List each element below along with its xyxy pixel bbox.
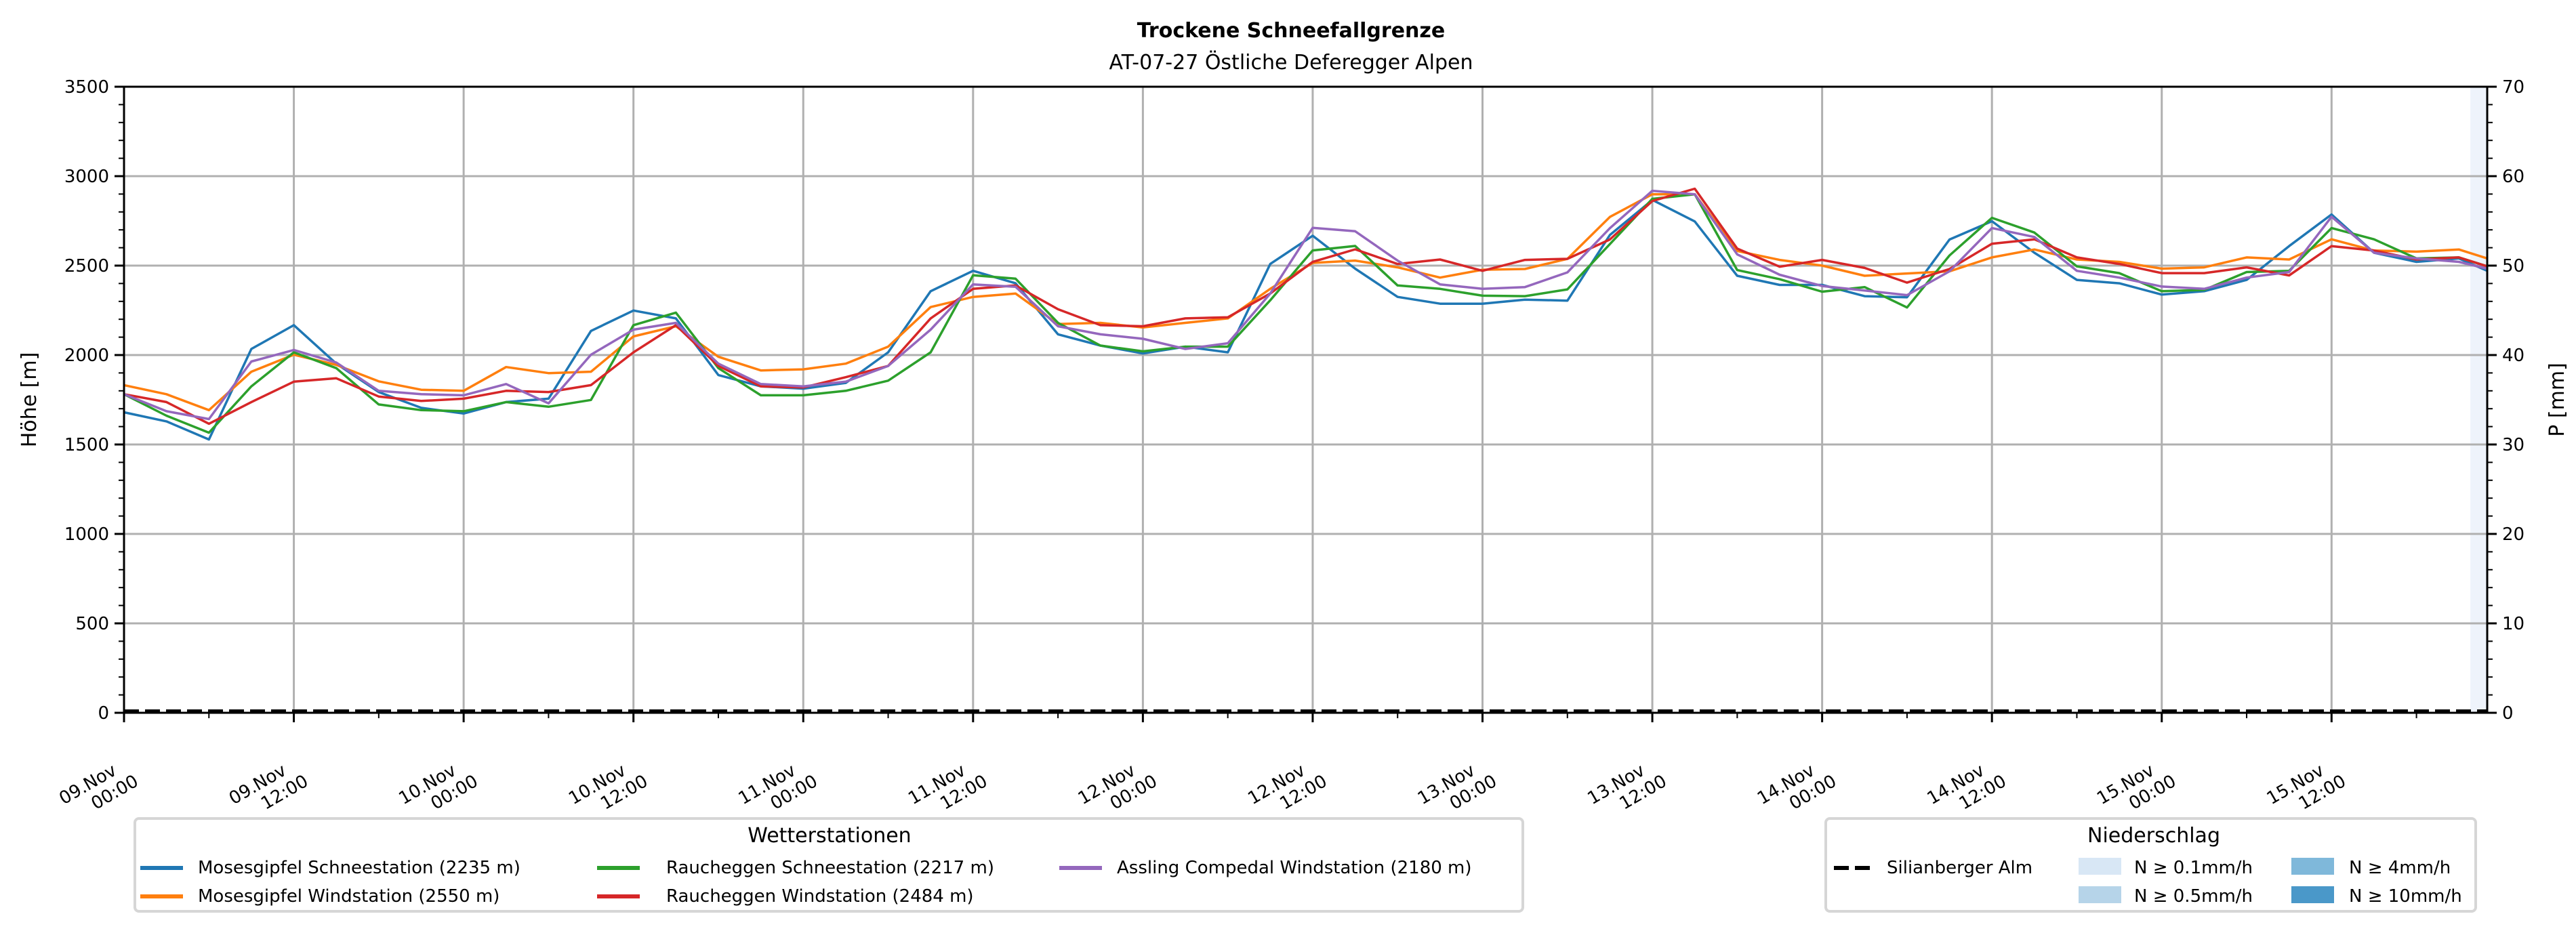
grid-lines [123, 85, 2487, 714]
y-right-tick-label: 40 [2502, 346, 2524, 366]
y-tick-label: 0 [98, 703, 109, 724]
legend-stations-title: Wetterstationen [748, 824, 912, 848]
series-line-0 [123, 199, 2488, 441]
axes [115, 85, 2497, 722]
legend-patch-10 [2291, 886, 2334, 903]
y-tick-label: 3000 [64, 167, 109, 187]
legend-line-mosesgipfel-schnee [140, 866, 183, 870]
legend-item-mosesgipfel-schnee: Mosesgipfel Schneestation (2235 m) [198, 858, 520, 878]
legend-patch-0-5 [2079, 886, 2121, 903]
legend-item-silianberger-alm: Silianberger Alm [1887, 858, 2033, 878]
series-line-3 [123, 187, 2488, 426]
legend-item-0-1: N ≥ 0.1mm/h [2134, 858, 2253, 878]
y-right-tick-label: 20 [2502, 524, 2524, 545]
legend-item-assling-compedal: Assling Compedal Windstation (2180 m) [1117, 858, 1472, 878]
legend-precipitation: Niederschlag Silianberger Alm N ≥ 0.1mm/… [1824, 817, 2477, 913]
y-right-tick-label: 50 [2502, 256, 2524, 276]
y-right-tick-label: 70 [2502, 77, 2524, 98]
chart-title: Trockene Schneefallgrenze [1137, 19, 1445, 43]
y-tick-label: 1000 [64, 524, 109, 545]
y-axis-label: Höhe [m] [18, 352, 41, 448]
y-right-tick-label: 10 [2502, 614, 2524, 634]
legend-item-mosesgipfel-wind: Mosesgipfel Windstation (2550 m) [198, 886, 500, 907]
y-right-tick-labels: 0 10 20 30 40 50 60 70 [2502, 77, 2524, 724]
series-lines [123, 187, 2488, 441]
y-tick-label: 3500 [64, 77, 109, 98]
y-right-tick-label: 30 [2502, 435, 2524, 455]
series-line-4 [123, 189, 2488, 421]
legend-line-mosesgipfel-wind [140, 894, 183, 898]
legend-dashed-line-icon [1834, 866, 1870, 870]
y-tick-label: 1500 [64, 435, 109, 455]
y-tick-label: 2500 [64, 256, 109, 276]
y-right-tick-label: 0 [2502, 703, 2514, 724]
legend-stations: Wetterstationen Mosesgipfel Schneestatio… [134, 817, 1524, 913]
legend-item-0-5: N ≥ 0.5mm/h [2134, 886, 2253, 907]
legend-item-10: N ≥ 10mm/h [2349, 886, 2462, 907]
y-right-tick-label: 60 [2502, 167, 2524, 187]
legend-item-4: N ≥ 4mm/h [2349, 858, 2451, 878]
y-tick-label: 2000 [64, 346, 109, 366]
y-tick-label: 500 [75, 614, 109, 634]
legend-precip-title: Niederschlag [2087, 824, 2220, 848]
precipitation-band [2470, 87, 2487, 713]
precipitation-bands [2470, 87, 2487, 713]
legend-patch-0-1 [2079, 858, 2121, 875]
legend-line-assling-compedal [1059, 866, 1102, 870]
chart-subtitle: AT-07-27 Östliche Deferegger Alpen [1109, 50, 1473, 75]
series-line-2 [123, 192, 2488, 434]
legend-patch-4 [2291, 858, 2334, 875]
y-axis-right-label: P [mm] [2546, 362, 2569, 436]
legend-item-raucheggen-schnee: Raucheggen Schneestation (2217 m) [666, 858, 994, 878]
legend-line-raucheggen-wind [597, 894, 640, 898]
series-line-1 [123, 192, 2488, 412]
legend-item-raucheggen-wind: Raucheggen Windstation (2484 m) [666, 886, 974, 907]
y-tick-labels: 0 500 1000 1500 2000 2500 3000 3500 [64, 77, 109, 724]
legend-line-raucheggen-schnee [597, 866, 640, 870]
